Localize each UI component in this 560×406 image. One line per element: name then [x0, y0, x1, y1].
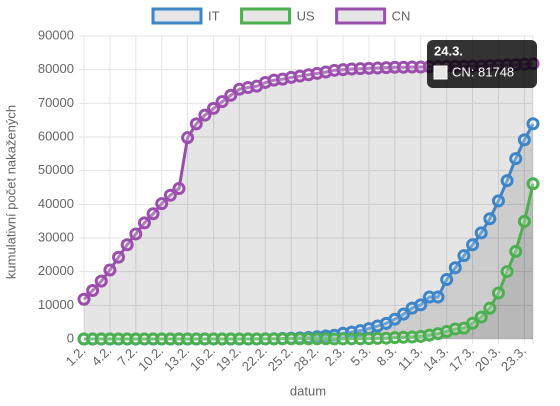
point: [448, 261, 462, 275]
point: [466, 238, 480, 252]
point: [509, 152, 523, 166]
x-tick-label: 10.2.: [135, 343, 166, 374]
point: [431, 290, 445, 304]
point: [137, 216, 151, 230]
legend-swatch: [151, 7, 203, 25]
y-tick-label: 80000: [38, 61, 74, 76]
area: [84, 183, 533, 339]
x-tick-label: 25.2.: [265, 343, 296, 374]
legend-label: IT: [208, 8, 220, 23]
point: [517, 133, 531, 147]
x-tick-label: 1.2.: [63, 343, 89, 369]
x-tick-label: 23.3.: [498, 343, 529, 374]
point: [86, 284, 100, 298]
legend-label: CN: [392, 8, 411, 23]
area: [84, 123, 533, 339]
point: [526, 177, 540, 191]
y-tick-label: 20000: [38, 263, 74, 278]
point: [163, 188, 177, 202]
point: [198, 108, 212, 122]
x-tick-label: 28.2.: [291, 343, 322, 374]
legend-label: US: [297, 8, 315, 23]
point: [181, 131, 195, 145]
x-tick-label: 19.2.: [213, 343, 244, 374]
x-tick-label: 5.3.: [348, 343, 374, 369]
x-tick-label: 13.2.: [161, 343, 192, 374]
y-tick-label: 0: [67, 330, 74, 345]
point: [112, 250, 126, 264]
point: [526, 117, 540, 131]
point: [207, 101, 221, 115]
y-tick-label: 90000: [38, 27, 74, 42]
point: [491, 194, 505, 208]
tooltip-title: 24.3.: [434, 43, 463, 58]
point: [474, 226, 488, 240]
x-axis-label: datum: [290, 383, 326, 398]
x-tick-label: 20.3.: [472, 343, 503, 374]
legend-swatch: [335, 7, 387, 25]
point: [129, 227, 143, 241]
point: [155, 197, 169, 211]
point: [103, 263, 117, 277]
legend-swatch: [240, 7, 292, 25]
x-tick-label: 2.3.: [322, 343, 348, 369]
point: [440, 273, 454, 287]
point: [94, 274, 108, 288]
x-tick-label: 11.3.: [395, 343, 425, 373]
point: [466, 316, 480, 330]
y-tick-label: 50000: [38, 162, 74, 177]
tooltip-label: CN: 81748: [452, 64, 514, 79]
y-tick-label: 10000: [38, 297, 74, 312]
point: [491, 286, 505, 300]
x-tick-label: 8.3.: [373, 343, 399, 369]
tooltip-box: [427, 40, 537, 88]
point: [146, 207, 160, 221]
point: [474, 310, 488, 324]
x-tick-label: 16.2.: [187, 343, 218, 374]
x-tick-label: 4.2.: [89, 343, 115, 369]
y-tick-label: 60000: [38, 128, 74, 143]
x-tick-label: 22.2.: [239, 343, 270, 374]
tooltip-swatch: [433, 65, 448, 80]
point: [77, 292, 91, 306]
y-axis-label: kumulativní počet nakažených: [3, 105, 18, 279]
point: [500, 174, 514, 188]
y-tick-label: 30000: [38, 229, 74, 244]
point: [414, 298, 428, 312]
point: [172, 182, 186, 196]
point: [396, 307, 410, 321]
point: [517, 214, 531, 228]
point: [215, 95, 229, 109]
y-tick-label: 40000: [38, 196, 74, 211]
point: [457, 249, 471, 263]
point: [509, 244, 523, 258]
point: [189, 117, 203, 131]
point: [483, 212, 497, 226]
point: [224, 88, 238, 102]
point: [500, 265, 514, 279]
point: [483, 301, 497, 315]
y-tick-label: 70000: [38, 95, 74, 110]
point: [120, 238, 134, 252]
area: [84, 63, 533, 340]
x-tick-label: 14.3.: [420, 343, 451, 374]
x-tick-label: 17.3.: [446, 343, 477, 374]
